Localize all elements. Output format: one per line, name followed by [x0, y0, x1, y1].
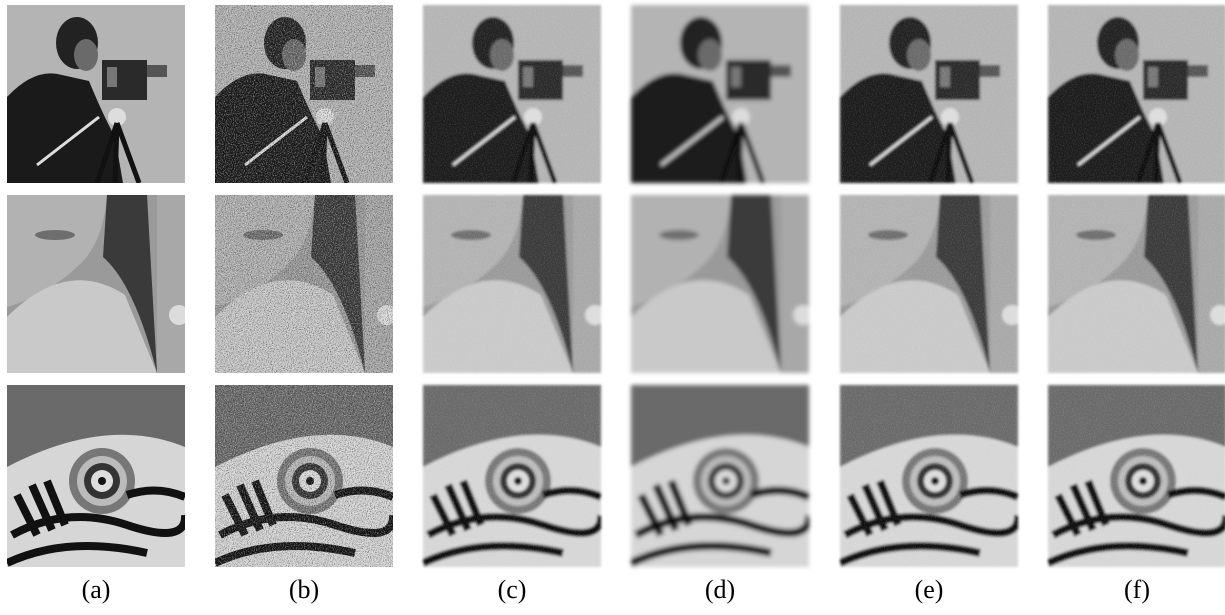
residual-noise [423, 195, 601, 373]
caption: (c) [498, 575, 527, 604]
noise-overlay [215, 5, 393, 183]
image-panel [215, 5, 393, 183]
residual-noise [840, 195, 1018, 373]
image-panel [423, 195, 605, 373]
caption: (d) [705, 575, 735, 604]
page: (a)(b)(c)(d)(e)(f) (() => { const data =… [0, 0, 1225, 610]
residual-noise [840, 385, 1018, 567]
caption: (f) [1124, 575, 1150, 604]
noise-overlay [215, 385, 393, 567]
image-panel [215, 385, 393, 567]
caption: (e) [915, 575, 944, 604]
image-panel [1048, 5, 1225, 183]
figure: (a) (b) (c) (d) (e) (f) [0, 0, 1225, 610]
image-panel [631, 195, 813, 373]
image-panel [1048, 195, 1225, 373]
caption: (a) [82, 575, 111, 604]
caption: (b) [289, 575, 319, 604]
residual-noise [840, 5, 1018, 183]
image [7, 195, 189, 373]
image-panel [423, 385, 601, 567]
image-panel [7, 385, 185, 567]
image [7, 385, 185, 567]
image-panel [840, 5, 1018, 183]
residual-noise [1048, 195, 1225, 373]
image-panel [631, 385, 809, 567]
image-grid [7, 5, 1225, 567]
residual-noise [1048, 5, 1225, 183]
image-panel [631, 5, 809, 183]
image-panel [215, 195, 397, 373]
image-panel [1048, 385, 1225, 567]
image-panel [840, 385, 1018, 567]
image-panel [7, 5, 185, 183]
image [7, 5, 185, 183]
residual-noise [423, 5, 601, 183]
noise-overlay [215, 195, 393, 373]
residual-noise [423, 385, 601, 567]
image-panel [7, 195, 189, 373]
image-panel [840, 195, 1022, 373]
image [631, 385, 809, 567]
residual-noise [1048, 385, 1225, 567]
image [631, 5, 809, 183]
image [631, 195, 813, 373]
image-panel [423, 5, 601, 183]
